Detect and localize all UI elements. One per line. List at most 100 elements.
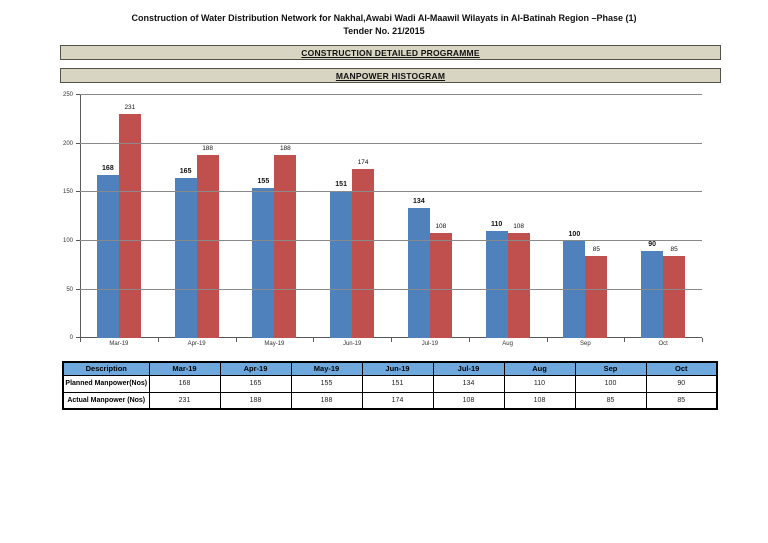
planned-bar-Jul-19: 134: [407, 198, 430, 339]
planned-bar-Oct: 90: [641, 241, 664, 339]
page-title: Construction of Water Distribution Netwo…: [131, 13, 637, 23]
actual-bar-Aug: 108: [507, 223, 530, 339]
column-header-jun-19: Jun-19: [361, 361, 434, 376]
cell-planned-Jul-19: 134: [432, 374, 505, 393]
bar-group-Aug: 110 108: [469, 95, 547, 339]
cell-planned-Mar-19: 168: [148, 374, 221, 393]
actual-bar-label-May-19: 188: [279, 145, 291, 153]
actual-bar-May-19: 188: [274, 145, 297, 339]
cell-actual-May-19: 188: [290, 391, 363, 410]
y-tick-0: [76, 337, 80, 339]
cell-actual-Jul-19: 108: [432, 391, 505, 410]
y-tick-label-0: 0: [69, 335, 73, 342]
bar-group-Mar-19: 168 231: [80, 95, 158, 339]
tender-number: Tender No. 21/2015: [343, 25, 425, 36]
planned-bar-Apr-19: 165: [174, 168, 197, 339]
actual-bar-Apr-19: 188: [196, 145, 219, 339]
cell-planned-May-19: 155: [290, 374, 363, 393]
planned-bar-Jun-19: 151: [330, 181, 353, 339]
bar-series-container: 168 231 165 188 155 188 151 174 134 108 110 108 100 8…: [80, 95, 702, 339]
y-tick-150: [76, 191, 80, 193]
row-label-actual: Actual Manpower (Nos): [62, 391, 150, 410]
x-tick-2: [235, 338, 237, 343]
actual-bar-label-Aug: 108: [513, 223, 525, 231]
x-tick-3: [313, 338, 315, 343]
y-tick-200: [76, 142, 80, 144]
column-header-apr-19: Apr-19: [219, 361, 292, 376]
cell-actual-Oct: 85: [645, 391, 718, 410]
y-tick-label-50: 50: [66, 286, 73, 293]
gridline-200: [80, 142, 702, 144]
x-tick-7: [624, 338, 626, 343]
planned-bar-label-Sep: 100: [568, 231, 581, 238]
y-tick-50: [76, 288, 80, 290]
planned-bar-label-Mar-19: 168: [102, 164, 114, 172]
planned-bar-label-Oct: 90: [648, 240, 657, 248]
column-header-aug: Aug: [503, 361, 576, 376]
y-tick-label-150: 150: [62, 189, 73, 196]
banner-construction-detailed-programme-label: CONSTRUCTION DETAILED PROGRAMME: [301, 47, 480, 58]
actual-bar-label-Jun-19: 174: [357, 159, 369, 167]
banner-manpower-histogram: MANPOWER HISTOGRAM: [60, 68, 721, 84]
table-body: Planned Manpower(Nos) 168 165 155 151 134 110 1…: [62, 374, 718, 410]
planned-bar-label-Jul-19: 134: [413, 197, 425, 205]
x-tick-0: [80, 338, 81, 343]
gridline-150: [80, 191, 702, 193]
banner-construction-detailed-programme: CONSTRUCTION DETAILED PROGRAMME: [60, 45, 721, 61]
planned-bar-Sep: 100: [563, 231, 586, 339]
cell-actual-Aug: 108: [503, 391, 576, 410]
planned-bar-May-19: 155: [252, 178, 275, 339]
actual-bar-Mar-19: 231: [118, 104, 141, 339]
manpower-table: Description Mar-19 Apr-19 May-19 Jun-19 Jul-1…: [62, 361, 718, 411]
planned-bar-Aug: 110: [485, 221, 508, 339]
actual-bar-label-Apr-19: 188: [202, 145, 214, 153]
cell-planned-Aug: 110: [503, 374, 576, 393]
actual-bar-Oct: 85: [663, 246, 686, 339]
cell-planned-Oct: 90: [645, 374, 718, 393]
x-tick-4: [391, 338, 392, 343]
cell-actual-Apr-19: 188: [219, 391, 292, 410]
column-header-oct: Oct: [645, 361, 718, 376]
planned-bar-label-May-19: 155: [257, 177, 270, 185]
x-label-Apr-19: Apr-19: [187, 341, 206, 348]
actual-bar-label-Jul-19: 108: [435, 223, 447, 231]
bar-group-Jul-19: 134 108: [391, 95, 469, 339]
actual-bar-label-Sep: 85: [592, 245, 600, 253]
x-label-Sep: Sep: [580, 341, 591, 348]
x-tick-6: [546, 338, 548, 343]
bar-group-Apr-19: 165 188: [158, 95, 236, 339]
cell-planned-Apr-19: 165: [219, 374, 292, 393]
gridline-100: [80, 240, 702, 241]
banner-manpower-histogram-label: MANPOWER HISTOGRAM: [335, 70, 446, 81]
y-tick-label-250: 250: [62, 92, 73, 99]
y-axis-line: [80, 95, 81, 339]
y-tick-100: [76, 240, 80, 241]
x-axis-line: [80, 337, 702, 339]
planned-bar-label-Aug: 110: [490, 221, 503, 229]
planned-bar-Mar-19: 168: [96, 165, 119, 339]
gridline-250: [80, 94, 702, 96]
x-tick-8: [702, 338, 703, 343]
table-head: Description Mar-19 Apr-19 May-19 Jun-19 Jul-1…: [62, 361, 718, 376]
bar-group-May-19: 155 188: [236, 95, 314, 339]
x-label-Oct: Oct: [658, 341, 668, 348]
actual-bar-label-Oct: 85: [670, 245, 678, 253]
row-label-planned: Planned Manpower(Nos): [62, 374, 150, 393]
planned-bar-label-Apr-19: 165: [179, 167, 192, 175]
x-label-Aug: Aug: [502, 341, 513, 348]
cell-actual-Sep: 85: [574, 391, 647, 410]
x-label-Mar-19: Mar-19: [109, 341, 129, 348]
x-axis-labels: Mar-19 Apr-19 May-19 Jun-19 Jul-19 Aug Sep Oct: [80, 341, 702, 347]
cell-actual-Jun-19: 174: [361, 391, 434, 410]
manpower-histogram-chart: 168 231 165 188 155 188 151 174 134 108 110 108 100 8…: [63, 92, 703, 343]
table-row: Actual Manpower (Nos) 231 188 188 174 108 108 8…: [62, 391, 718, 410]
column-header-jul-19: Jul-19: [432, 361, 505, 376]
x-label-Jun-19: Jun-19: [342, 341, 362, 348]
column-header-mar-19: Mar-19: [148, 361, 221, 376]
x-tick-5: [468, 338, 470, 343]
column-header-may-19: May-19: [290, 361, 363, 376]
actual-bar-Jun-19: 174: [352, 159, 375, 339]
actual-bar-label-Mar-19: 231: [124, 103, 136, 111]
cell-planned-Jun-19: 151: [361, 374, 434, 393]
